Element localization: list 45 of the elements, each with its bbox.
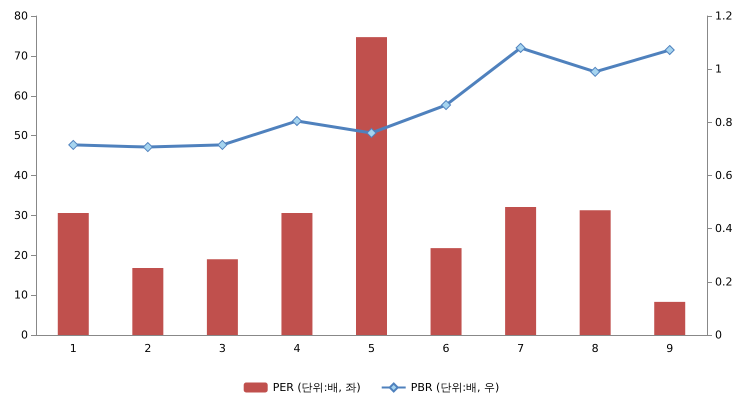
y-tick-label: 10: [14, 288, 28, 302]
y2-tick-label: 1: [715, 62, 722, 76]
y2-tick-label: 0.8: [715, 116, 732, 129]
bar: [58, 212, 89, 335]
y-tick-label: 50: [14, 129, 28, 142]
bar: [654, 302, 686, 335]
point: [217, 140, 228, 150]
x-tick-label: 9: [666, 342, 674, 355]
y-tick-label: 30: [14, 208, 28, 222]
point: [664, 45, 675, 56]
y2-tick-label: 0.4: [715, 222, 732, 236]
y2-tick-label: 0.6: [715, 169, 732, 182]
y2-tick-label: 0: [715, 328, 722, 342]
x-tick-label: 5: [368, 342, 375, 355]
y-tick-label: 80: [14, 10, 28, 22]
legend-label: PER (단위:배, 좌): [272, 381, 361, 394]
point: [590, 66, 600, 77]
y-tick-label: 70: [14, 49, 28, 62]
x-tick-label: 7: [517, 342, 524, 355]
y-tick-label: 20: [14, 248, 28, 262]
bar: [356, 37, 387, 335]
x-tick-label: 3: [218, 342, 226, 355]
y-tick-label: 0: [21, 328, 28, 342]
bar: [206, 259, 238, 335]
y-tick-label: 40: [14, 169, 28, 182]
x-tick-label: 4: [293, 342, 300, 355]
bar: [132, 268, 164, 335]
point: [68, 140, 78, 150]
bar: [505, 207, 536, 335]
legend-label: PBR (단위:배, 우): [410, 381, 500, 394]
bar: [281, 212, 312, 335]
x-tick-label: 8: [592, 342, 599, 355]
y-tick-label: 60: [14, 89, 28, 102]
point: [366, 128, 376, 138]
y2-tick-label: 1.2: [715, 10, 732, 22]
point: [441, 100, 452, 110]
point: [142, 142, 153, 152]
point: [516, 42, 526, 53]
bar: [580, 210, 611, 335]
x-tick-label: 1: [70, 342, 77, 355]
y2-tick-label: 0.2: [715, 275, 732, 288]
bar: [430, 248, 462, 335]
point: [292, 116, 302, 126]
x-tick-label: 2: [144, 342, 152, 355]
x-tick-label: 6: [442, 342, 450, 355]
